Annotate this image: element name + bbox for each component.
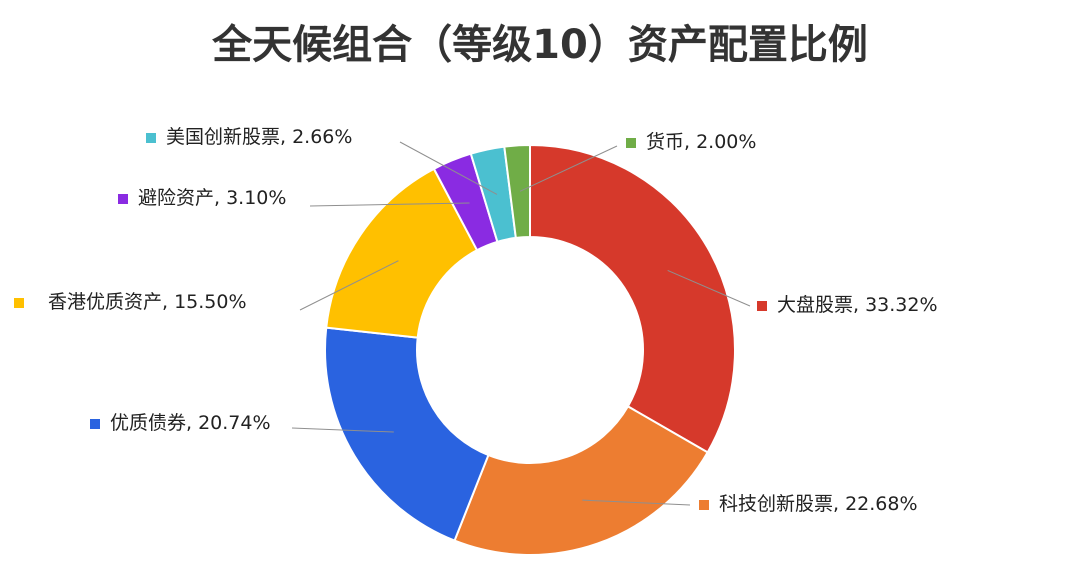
slice-label: 香港优质资产, 15.50% [48, 291, 247, 313]
legend-marker [118, 194, 128, 204]
donut-slice [529, 143, 736, 454]
slice-label: 大盘股票, 33.32% [777, 294, 938, 316]
donut-slice [453, 405, 709, 556]
legend-marker [626, 138, 636, 148]
slice-labels: 大盘股票, 33.32% 科技创新股票, 22.68% 优质债券, 20.74% 香港… [14, 126, 938, 515]
slice-label: 科技创新股票, 22.68% [719, 493, 918, 515]
slice-label: 避险资产, 3.10% [138, 187, 286, 209]
donut-slices [324, 143, 736, 556]
donut-slice [324, 326, 490, 542]
donut-slice [503, 143, 531, 240]
legend-marker [14, 298, 24, 308]
legend-marker [146, 133, 156, 143]
legend-marker [699, 500, 709, 510]
leader-line [519, 145, 618, 192]
leader-line [399, 141, 498, 195]
leader-line [299, 260, 399, 311]
legend-marker [757, 301, 767, 311]
slice-label: 优质债券, 20.74% [110, 412, 271, 434]
legend-marker [90, 419, 100, 429]
leader-line [667, 269, 751, 307]
leader-line [582, 499, 691, 506]
slice-label: 货币, 2.00% [646, 131, 756, 153]
leader-lines [291, 141, 751, 506]
slice-label: 美国创新股票, 2.66% [166, 126, 352, 148]
leader-line [309, 202, 470, 207]
leader-line [291, 427, 394, 433]
chart-title: 全天候组合（等级10）资产配置比例 [211, 22, 868, 68]
